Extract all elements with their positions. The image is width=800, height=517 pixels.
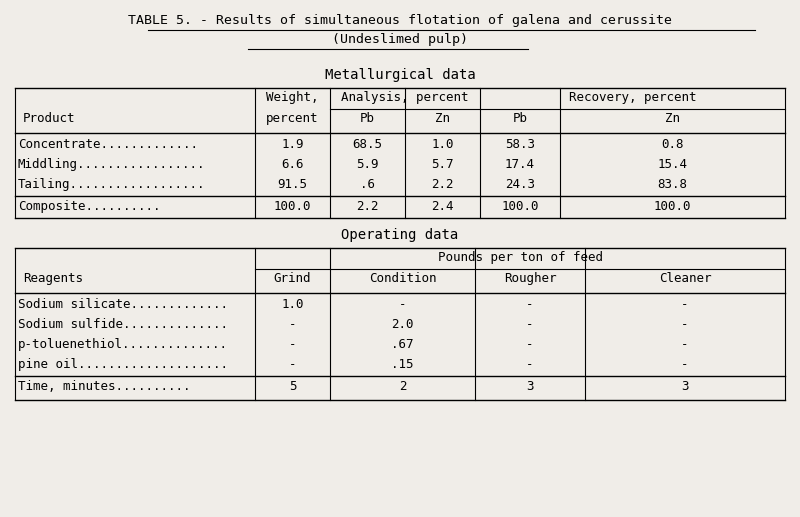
Text: .67: .67 xyxy=(391,338,414,351)
Text: Analysis, percent: Analysis, percent xyxy=(342,91,469,104)
Text: -: - xyxy=(682,298,689,311)
Text: 15.4: 15.4 xyxy=(658,158,687,171)
Text: -: - xyxy=(682,358,689,371)
Text: Pounds per ton of feed: Pounds per ton of feed xyxy=(438,251,602,264)
Text: Tailing..................: Tailing.................. xyxy=(18,178,206,191)
Text: 68.5: 68.5 xyxy=(353,138,382,151)
Text: 100.0: 100.0 xyxy=(654,200,691,213)
Text: 24.3: 24.3 xyxy=(505,178,535,191)
Text: 83.8: 83.8 xyxy=(658,178,687,191)
Text: -: - xyxy=(289,338,296,351)
Text: 2.4: 2.4 xyxy=(431,200,454,213)
Text: 2.0: 2.0 xyxy=(391,318,414,331)
Text: Grind: Grind xyxy=(274,272,311,285)
Text: 2.2: 2.2 xyxy=(431,178,454,191)
Text: 2.2: 2.2 xyxy=(356,200,378,213)
Text: 1.9: 1.9 xyxy=(282,138,304,151)
Text: 100.0: 100.0 xyxy=(502,200,538,213)
Text: pine oil....................: pine oil.................... xyxy=(18,358,228,371)
Text: 5.7: 5.7 xyxy=(431,158,454,171)
Text: 100.0: 100.0 xyxy=(274,200,311,213)
Text: Product: Product xyxy=(23,112,75,125)
Text: Zn: Zn xyxy=(435,112,450,125)
Text: 0.8: 0.8 xyxy=(662,138,684,151)
Text: Metallurgical data: Metallurgical data xyxy=(325,68,475,82)
Text: Concentrate.............: Concentrate............. xyxy=(18,138,198,151)
Text: .6: .6 xyxy=(360,178,375,191)
Text: -: - xyxy=(526,338,534,351)
Text: 5.9: 5.9 xyxy=(356,158,378,171)
Text: Middling.................: Middling................. xyxy=(18,158,206,171)
Text: Time, minutes..........: Time, minutes.......... xyxy=(18,380,190,393)
Text: -: - xyxy=(526,318,534,331)
Text: percent: percent xyxy=(266,112,318,125)
Text: -: - xyxy=(526,298,534,311)
Text: 2: 2 xyxy=(398,380,406,393)
Text: 91.5: 91.5 xyxy=(278,178,307,191)
Text: Condition: Condition xyxy=(369,272,436,285)
Text: Composite..........: Composite.......... xyxy=(18,200,161,213)
Text: 3: 3 xyxy=(682,380,689,393)
Text: (Undeslimed pulp): (Undeslimed pulp) xyxy=(332,33,468,46)
Text: Rougher: Rougher xyxy=(504,272,556,285)
Text: 1.0: 1.0 xyxy=(431,138,454,151)
Text: Weight,: Weight, xyxy=(266,91,318,104)
Text: -: - xyxy=(682,338,689,351)
Text: 3: 3 xyxy=(526,380,534,393)
Text: Zn: Zn xyxy=(665,112,680,125)
Text: 5: 5 xyxy=(289,380,296,393)
Text: Pb: Pb xyxy=(360,112,375,125)
Text: Pb: Pb xyxy=(513,112,527,125)
Text: Operating data: Operating data xyxy=(342,228,458,242)
Text: -: - xyxy=(289,358,296,371)
Text: Reagents: Reagents xyxy=(23,272,83,285)
Text: p-toluenethiol..............: p-toluenethiol.............. xyxy=(18,338,228,351)
Text: -: - xyxy=(526,358,534,371)
Text: .15: .15 xyxy=(391,358,414,371)
Text: 1.0: 1.0 xyxy=(282,298,304,311)
Text: 6.6: 6.6 xyxy=(282,158,304,171)
Text: 58.3: 58.3 xyxy=(505,138,535,151)
Text: Sodium sulfide..............: Sodium sulfide.............. xyxy=(18,318,228,331)
Text: Sodium silicate.............: Sodium silicate............. xyxy=(18,298,228,311)
Text: -: - xyxy=(289,318,296,331)
Text: Recovery, percent: Recovery, percent xyxy=(569,91,696,104)
Text: Cleaner: Cleaner xyxy=(658,272,711,285)
Text: TABLE 5. - Results of simultaneous flotation of galena and cerussite: TABLE 5. - Results of simultaneous flota… xyxy=(128,14,672,27)
Text: 17.4: 17.4 xyxy=(505,158,535,171)
Text: -: - xyxy=(682,318,689,331)
Text: -: - xyxy=(398,298,406,311)
